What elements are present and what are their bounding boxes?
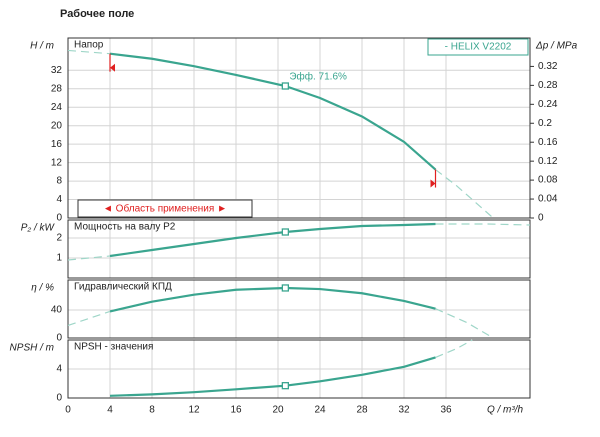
y2-tick-label: 0.32: [538, 61, 558, 72]
curve: [67, 255, 111, 261]
curve: [435, 223, 531, 226]
y-tick-label: 24: [51, 102, 63, 113]
y-tick-label: 0: [56, 213, 62, 224]
y-tick-label: 4: [56, 194, 62, 205]
operating-point: [281, 82, 290, 90]
legend-box: [427, 38, 529, 56]
panel-label: Мощность на валу P2: [74, 222, 176, 233]
y-tick-label: 0: [56, 333, 62, 344]
x-tick-label: 36: [440, 405, 452, 416]
y2-tick-label: 0.16: [538, 137, 558, 148]
y2-tick-label: 0: [538, 213, 544, 224]
y2-tick-label: 0.2: [538, 118, 552, 129]
x-tick-label: 0: [65, 405, 71, 416]
panel-frame: [67, 279, 531, 339]
curve: [109, 52, 437, 171]
x-tick-label: 4: [107, 405, 113, 416]
y-tick-label: 8: [56, 176, 62, 187]
x-tick-label: 32: [398, 405, 410, 416]
y-tick-label: 1: [56, 253, 62, 264]
y-tick-label: 40: [51, 305, 63, 316]
y2-tick-label: 0.12: [538, 156, 558, 167]
x-axis-label: Q / m³/h: [487, 405, 524, 416]
y2-tick-label: 0.28: [538, 80, 558, 91]
y-tick-label: 20: [51, 120, 63, 131]
y2-tick-label: 0.24: [538, 99, 558, 110]
curve: [109, 356, 436, 397]
curve: [435, 339, 473, 358]
annotation: Эфф. 71.6%: [289, 71, 347, 83]
y2-tick-label: 0.04: [538, 194, 558, 205]
x-tick-label: 12: [188, 405, 200, 416]
y-tick-label: 12: [51, 157, 63, 168]
range-arrow: [430, 179, 436, 188]
panel-label: NPSH - значения: [74, 342, 153, 353]
x-tick-label: 28: [356, 405, 368, 416]
range-label: ◄ Область применения ►: [103, 203, 227, 215]
y2-tick-label: 0.08: [538, 175, 558, 186]
panel-frame: [67, 219, 531, 279]
y-tick-label: 32: [51, 65, 63, 76]
y-tick-label: 0: [56, 393, 62, 404]
legend-entry: - HELIX V2202: [445, 42, 512, 53]
panel-label: Гидравлический КПД: [74, 282, 172, 293]
y-tick-label: 4: [56, 364, 62, 375]
y-tick-label: 16: [51, 139, 63, 150]
curve: [67, 49, 111, 55]
curve: [435, 308, 494, 339]
operating-point: [281, 284, 290, 292]
y2-axis-label: Δp / MPa: [535, 41, 578, 52]
y-axis-label: P₂ / kW: [21, 223, 56, 234]
y-axis-label: NPSH / m: [10, 343, 54, 354]
operating-point: [281, 382, 290, 390]
y-tick-label: 28: [51, 83, 63, 94]
y-axis-label: H / m: [30, 41, 54, 52]
y-axis-label: η / %: [31, 283, 54, 294]
chart-title: Рабочее поле: [60, 8, 134, 20]
range-box: [77, 199, 253, 218]
curve: [435, 169, 494, 219]
operating-point: [281, 228, 290, 236]
panel-frame: [67, 37, 531, 219]
x-tick-label: 8: [149, 405, 155, 416]
range-arrow: [110, 63, 115, 72]
x-tick-label: 20: [272, 405, 284, 416]
panel-label: Напор: [74, 40, 104, 51]
curve: [67, 310, 111, 326]
x-tick-label: 16: [230, 405, 242, 416]
y-tick-label: 2: [56, 233, 62, 244]
panel-frame: [67, 339, 531, 399]
x-tick-label: 24: [314, 405, 326, 416]
